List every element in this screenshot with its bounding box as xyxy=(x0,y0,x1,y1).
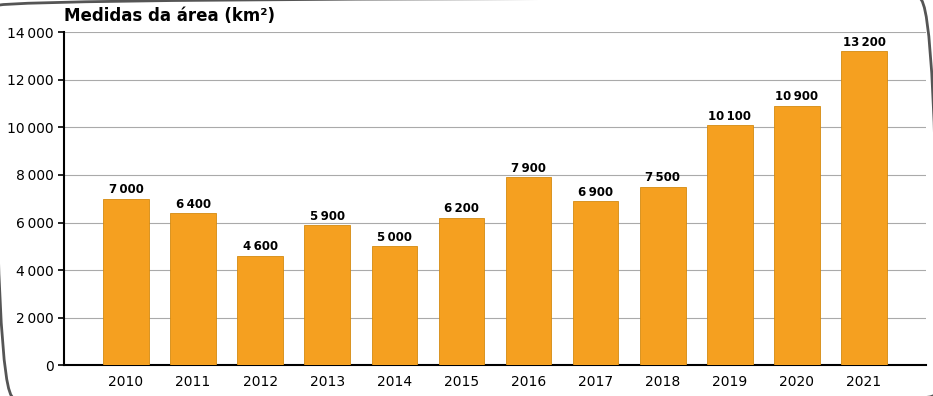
Bar xyxy=(774,106,820,366)
Bar xyxy=(237,256,283,366)
Text: 6 900: 6 900 xyxy=(578,186,613,199)
Bar xyxy=(573,201,619,366)
Text: 10 900: 10 900 xyxy=(775,90,818,103)
Text: 13 200: 13 200 xyxy=(842,36,885,49)
Text: 10 100: 10 100 xyxy=(708,110,751,122)
Text: 5 900: 5 900 xyxy=(310,209,345,223)
Bar xyxy=(439,218,484,366)
Text: 6 200: 6 200 xyxy=(444,202,479,215)
Bar xyxy=(842,51,887,366)
Text: Medidas da área (km²): Medidas da área (km²) xyxy=(64,7,275,25)
Text: 7 000: 7 000 xyxy=(108,183,144,196)
Text: 6 400: 6 400 xyxy=(175,198,211,211)
Bar xyxy=(371,246,417,366)
Text: 7 500: 7 500 xyxy=(646,171,680,185)
Text: 5 000: 5 000 xyxy=(377,231,411,244)
Text: 7 900: 7 900 xyxy=(511,162,546,175)
Bar xyxy=(506,177,551,366)
Text: 4 600: 4 600 xyxy=(243,240,278,253)
Bar xyxy=(304,225,350,366)
Bar xyxy=(707,125,753,366)
Bar xyxy=(104,199,148,366)
Bar xyxy=(640,187,686,366)
Bar xyxy=(170,213,216,366)
